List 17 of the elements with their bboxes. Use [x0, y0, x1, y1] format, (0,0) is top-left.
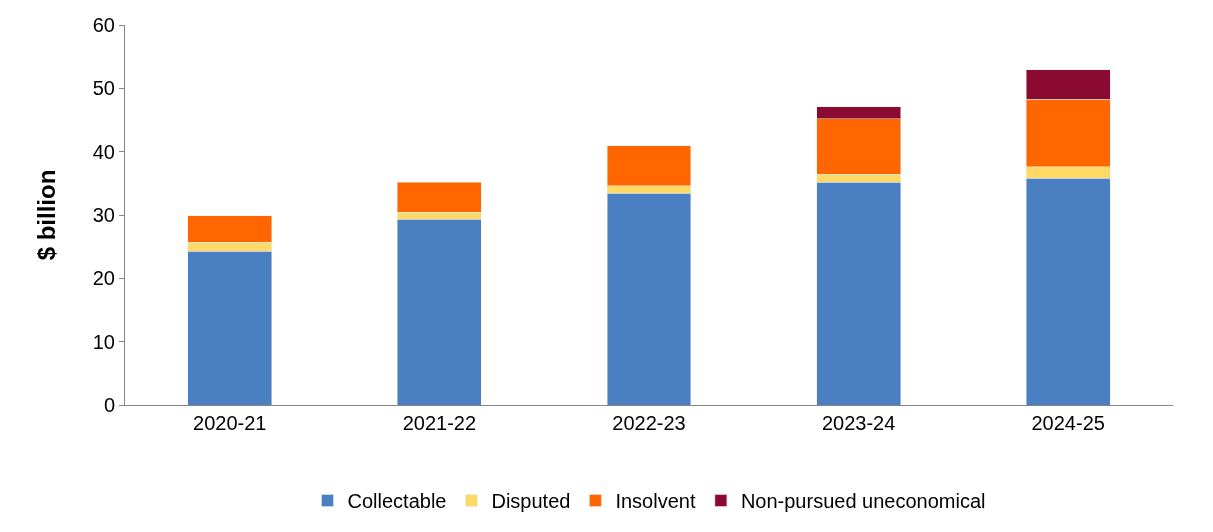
y-tick-label: 20 — [92, 267, 115, 290]
x-tick-label: 2022-23 — [612, 412, 686, 434]
y-tick-label: 30 — [92, 204, 115, 226]
y-tick-label: 60 — [92, 14, 115, 36]
legend-label: Insolvent — [615, 490, 696, 513]
legend-label: Disputed — [491, 490, 571, 513]
x-tick-label: 2024-25 — [1031, 412, 1105, 434]
legend-label: Non-pursued uneconomical — [740, 490, 986, 513]
y-tick-label: 0 — [103, 394, 115, 416]
x-tick-label: 2023-24 — [821, 412, 896, 434]
y-tick-label: 40 — [92, 140, 115, 163]
y-tick-label: 50 — [92, 77, 115, 100]
x-tick-label: 2020-21 — [193, 412, 267, 434]
y-tick-label: 10 — [92, 330, 115, 353]
legend-label: Collectable — [347, 490, 447, 513]
x-tick-label: 2021-22 — [402, 412, 477, 434]
y-axis-title: $ billion — [32, 169, 60, 261]
